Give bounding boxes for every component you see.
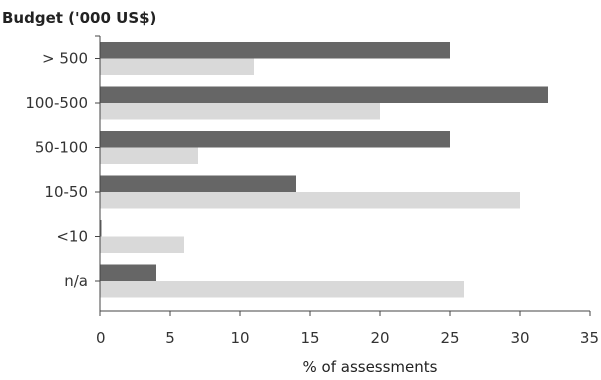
bars-group: [99, 42, 548, 298]
bar-series2-10-50: [100, 192, 520, 209]
bar-series1-50-100: [100, 131, 450, 148]
axes-group: [99, 36, 590, 312]
x-tick-label-10: 10: [230, 329, 249, 347]
x-tick-label-15: 15: [300, 329, 319, 347]
x-ticks-group: 0 5 10 15 20 25 30 35: [96, 311, 599, 347]
y-tick-label-gt500: > 500: [42, 50, 88, 68]
bar-series2-50-100: [100, 147, 198, 164]
bar-series1-gt500: [100, 42, 450, 59]
y-axis-title: Budget ('000 US$): [2, 9, 156, 27]
bar-series2-gt500: [100, 58, 254, 75]
bar-series2-lt10: [100, 236, 184, 253]
x-tick-label-30: 30: [510, 329, 529, 347]
x-tick-label-5: 5: [165, 329, 175, 347]
bar-series1-100-500: [100, 86, 548, 103]
x-tick-label-0: 0: [96, 329, 106, 347]
y-tick-label-100-500: 100-500: [25, 94, 88, 112]
y-tick-label-lt10: <10: [56, 228, 88, 246]
y-ticks-group: > 500 100-500 50-100 10-50 <10 n/a: [25, 35, 100, 290]
x-tick-label-20: 20: [370, 329, 389, 347]
x-tick-label-35: 35: [580, 329, 599, 347]
bar-series2-na: [100, 281, 464, 298]
y-tick-label-na: n/a: [64, 272, 88, 290]
x-axis-title: % of assessments: [303, 358, 438, 376]
bar-series2-100-500: [100, 103, 380, 120]
bar-series1-na: [100, 264, 156, 281]
y-tick-label-10-50: 10-50: [44, 183, 88, 201]
y-tick-label-50-100: 50-100: [35, 139, 88, 157]
x-tick-label-25: 25: [440, 329, 459, 347]
bar-series1-10-50: [100, 175, 296, 192]
